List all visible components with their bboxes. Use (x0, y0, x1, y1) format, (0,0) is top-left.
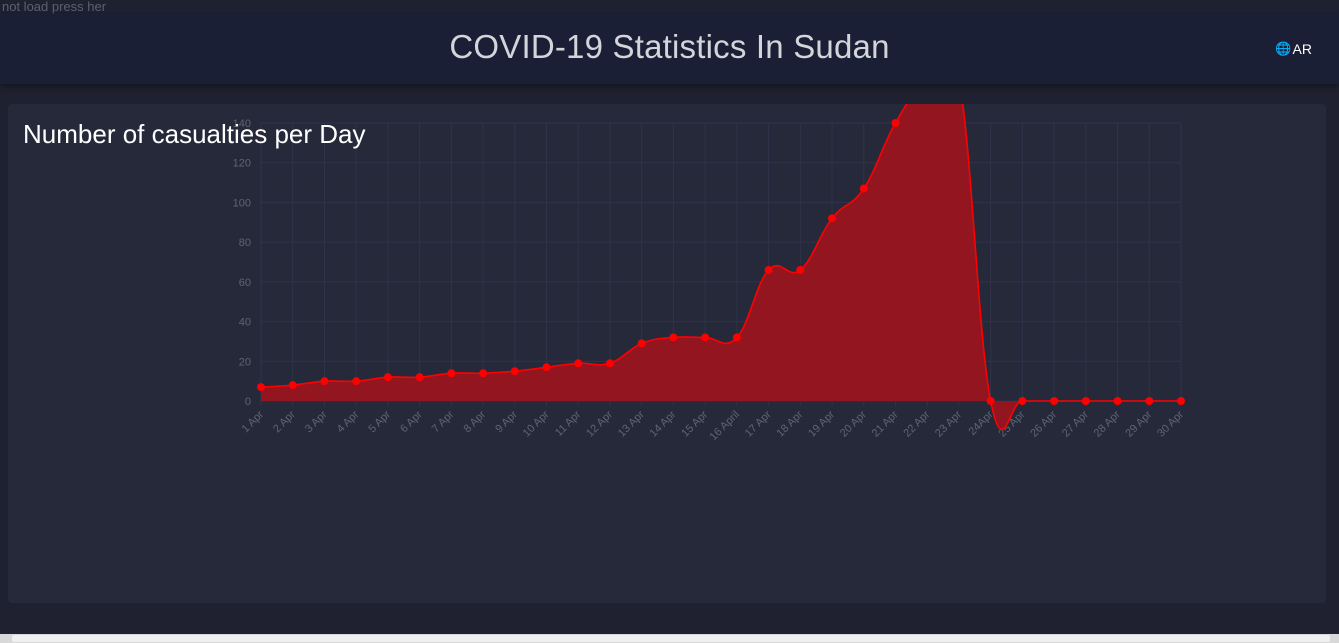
x-tick-label: 11 Apr (553, 408, 584, 439)
x-tick-label: 27 Apr (1060, 408, 1091, 439)
data-point (764, 265, 773, 274)
language-toggle-button[interactable]: 🌐 AR (1275, 41, 1312, 57)
x-tick-label: 7 Apr (430, 408, 457, 435)
chart-panel: Number of casualties per Day 0 20 40 60 80 10… (8, 104, 1326, 603)
x-tick-label: 14 Apr (648, 408, 679, 439)
header-bar: COVID-19 Statistics In Sudan 🌐 AR (0, 14, 1339, 84)
casualties-chart: 0 20 40 60 80 100 120 140 1 Apr 2 Apr 3 Apr 4 Apr 5 … (233, 104, 1186, 443)
data-point (796, 265, 805, 274)
x-tick-label: 18 Apr (774, 408, 805, 439)
scrollbar-thumb[interactable] (12, 635, 1330, 642)
page-title: COVID-19 Statistics In Sudan (449, 28, 890, 65)
x-tick-label: 19 Apr (806, 408, 837, 439)
data-point (1113, 397, 1122, 405)
data-point (701, 333, 710, 342)
x-tick-label: 13 Apr (616, 408, 647, 439)
x-tick-label: 26 Apr (1028, 408, 1059, 439)
data-point (383, 373, 392, 382)
data-point (479, 369, 488, 378)
y-tick-label: 40 (239, 317, 251, 329)
data-point (257, 383, 265, 392)
x-tick-label: 28 Apr (1092, 408, 1123, 439)
data-point (352, 377, 361, 386)
x-tick-label: 15 Apr (679, 408, 710, 439)
y-tick-label: 100 (233, 197, 251, 209)
data-point (732, 333, 741, 342)
data-point (1081, 397, 1090, 405)
data-point (1018, 397, 1027, 405)
y-tick-label: 60 (239, 277, 251, 289)
data-point (447, 369, 456, 378)
data-point (510, 367, 519, 376)
x-tick-label: 2 Apr (271, 408, 298, 435)
x-tick-label: 29 Apr (1123, 408, 1154, 439)
x-tick-label: 5 Apr (366, 408, 393, 435)
x-tick-label: 6 Apr (398, 408, 425, 435)
data-point (542, 363, 551, 372)
data-point (637, 339, 646, 348)
data-point (986, 397, 995, 405)
data-point (1177, 397, 1185, 405)
data-point (288, 381, 297, 390)
data-point (415, 373, 424, 382)
x-tick-label: 23 Apr (933, 408, 964, 439)
data-point (574, 359, 583, 368)
data-point (320, 377, 329, 386)
x-tick-label: 21 Apr (870, 408, 901, 439)
y-tick-label: 0 (245, 396, 251, 408)
data-point (1050, 397, 1059, 405)
load-hint-text[interactable]: not load press her (2, 0, 107, 14)
data-point (891, 119, 900, 127)
x-tick-label: 9 Apr (493, 408, 520, 435)
chart-title: Number of casualties per Day (23, 119, 366, 149)
x-tick-label: 30 Apr (1155, 408, 1186, 439)
x-tick-label: 12 Apr (584, 408, 615, 439)
y-tick-label: 140 (233, 118, 251, 130)
data-point (1145, 397, 1154, 405)
translate-icon: 🌐 (1275, 41, 1292, 56)
data-point (859, 184, 868, 193)
series-area (261, 104, 1181, 430)
data-point (669, 333, 678, 342)
y-tick-label: 80 (239, 237, 251, 249)
data-point (828, 214, 837, 223)
x-tick-label: 20 Apr (838, 408, 869, 439)
x-tick-label: 17 Apr (743, 408, 774, 439)
x-tick-label: 16 April (708, 409, 742, 443)
y-tick-label: 120 (233, 158, 251, 170)
horizontal-scrollbar[interactable] (0, 634, 1339, 643)
x-tick-label: 10 Apr (521, 408, 552, 439)
x-tick-label: 22 Apr (901, 408, 932, 439)
y-tick-label: 20 (239, 356, 251, 368)
x-tick-label: 3 Apr (303, 408, 330, 435)
x-tick-label: 24Apr (967, 408, 996, 437)
x-tick-label: 4 Apr (335, 408, 362, 435)
x-tick-label: 1 Apr (239, 408, 266, 435)
data-point (605, 359, 614, 368)
language-label: AR (1292, 41, 1312, 57)
x-tick-label: 8 Apr (462, 408, 489, 435)
